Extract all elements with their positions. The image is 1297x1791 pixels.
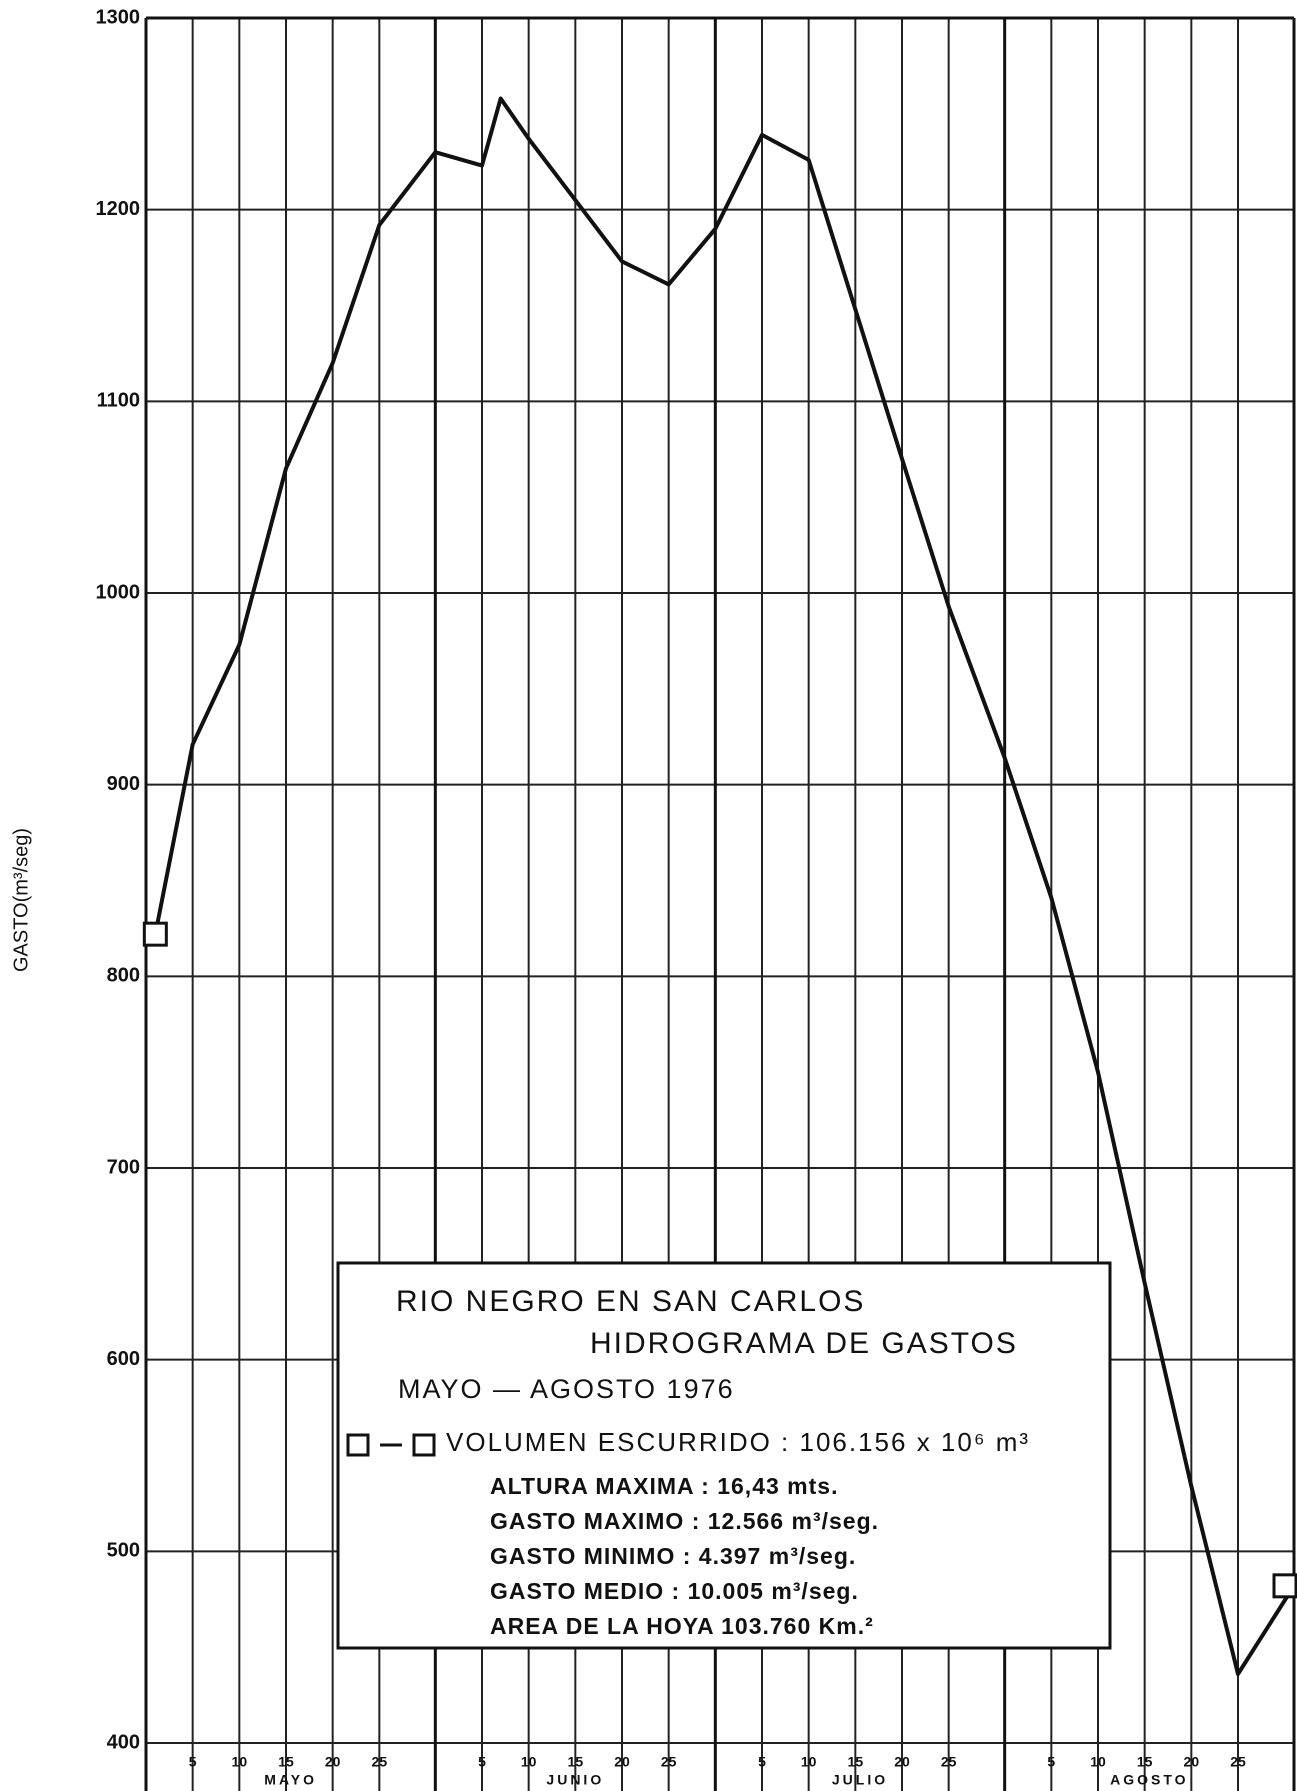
x-tick-label: 25: [372, 1754, 388, 1770]
y-tick-label: 1000: [96, 581, 141, 603]
y-tick-label: 500: [107, 1540, 140, 1562]
y-tick-label: 700: [107, 1156, 140, 1178]
y-tick-label: 1200: [96, 198, 141, 220]
x-tick-label: 10: [232, 1754, 248, 1770]
chart-subtitle: HIDROGRAMA DE GASTOS: [590, 1327, 1018, 1360]
legend-marker: [346, 1433, 370, 1457]
y-tick-label: 400: [107, 1731, 140, 1753]
x-tick-label: 10: [801, 1754, 817, 1770]
y-tick-label: 1100: [97, 390, 140, 412]
note: GASTO MAXIMO : 12.566 m³/seg.: [490, 1508, 879, 1534]
x-tick-label: 15: [568, 1754, 584, 1770]
legend-marker: [412, 1433, 436, 1457]
x-tick-label: 10: [521, 1754, 537, 1770]
y-tick-label: 600: [107, 1348, 140, 1370]
x-tick-label: 15: [1137, 1754, 1153, 1770]
chart-title: RIO NEGRO EN SAN CARLOS: [396, 1285, 865, 1318]
x-tick-label: 5: [758, 1754, 766, 1770]
x-tick-label: 25: [1230, 1754, 1246, 1770]
x-tick-label: 5: [478, 1754, 486, 1770]
end-marker: [1272, 1573, 1297, 1599]
note: GASTO MEDIO : 10.005 m³/seg.: [490, 1578, 859, 1604]
y-axis-label: GASTO(m³/seg): [10, 828, 32, 972]
month-label: JULIO: [832, 1772, 888, 1788]
month-label: MAYO: [264, 1772, 317, 1788]
x-tick-label: 25: [941, 1754, 957, 1770]
note: AREA DE LA HOYA 103.760 Km.²: [490, 1613, 874, 1639]
y-tick-label: 1300: [96, 6, 141, 28]
end-marker: [142, 921, 168, 947]
info-box: [336, 1261, 1112, 1650]
note: GASTO MINIMO : 4.397 m³/seg.: [490, 1543, 856, 1569]
x-tick-label: 25: [661, 1754, 677, 1770]
x-tick-label: 5: [1047, 1754, 1055, 1770]
period: MAYO — AGOSTO 1976: [398, 1374, 735, 1404]
y-tick-label: 800: [107, 965, 140, 987]
month-label: AGOSTO: [1110, 1772, 1188, 1788]
x-tick-label: 20: [894, 1754, 910, 1770]
y-tick-label: 900: [107, 773, 140, 795]
x-tick-label: 15: [278, 1754, 294, 1770]
x-tick-label: 10: [1090, 1754, 1106, 1770]
note: ALTURA MAXIMA : 16,43 mts.: [490, 1473, 838, 1499]
month-label: JUNIO: [546, 1772, 604, 1788]
x-tick-label: 5: [189, 1754, 197, 1770]
x-tick-label: 20: [1184, 1754, 1200, 1770]
data-line: [153, 96, 1296, 1676]
x-tick-label: 20: [614, 1754, 630, 1770]
x-tick-label: 20: [325, 1754, 341, 1770]
x-tick-label: 15: [848, 1754, 864, 1770]
legend-label: VOLUMEN ESCURRIDO : 106.156 x 10⁶ m³: [446, 1427, 1030, 1457]
